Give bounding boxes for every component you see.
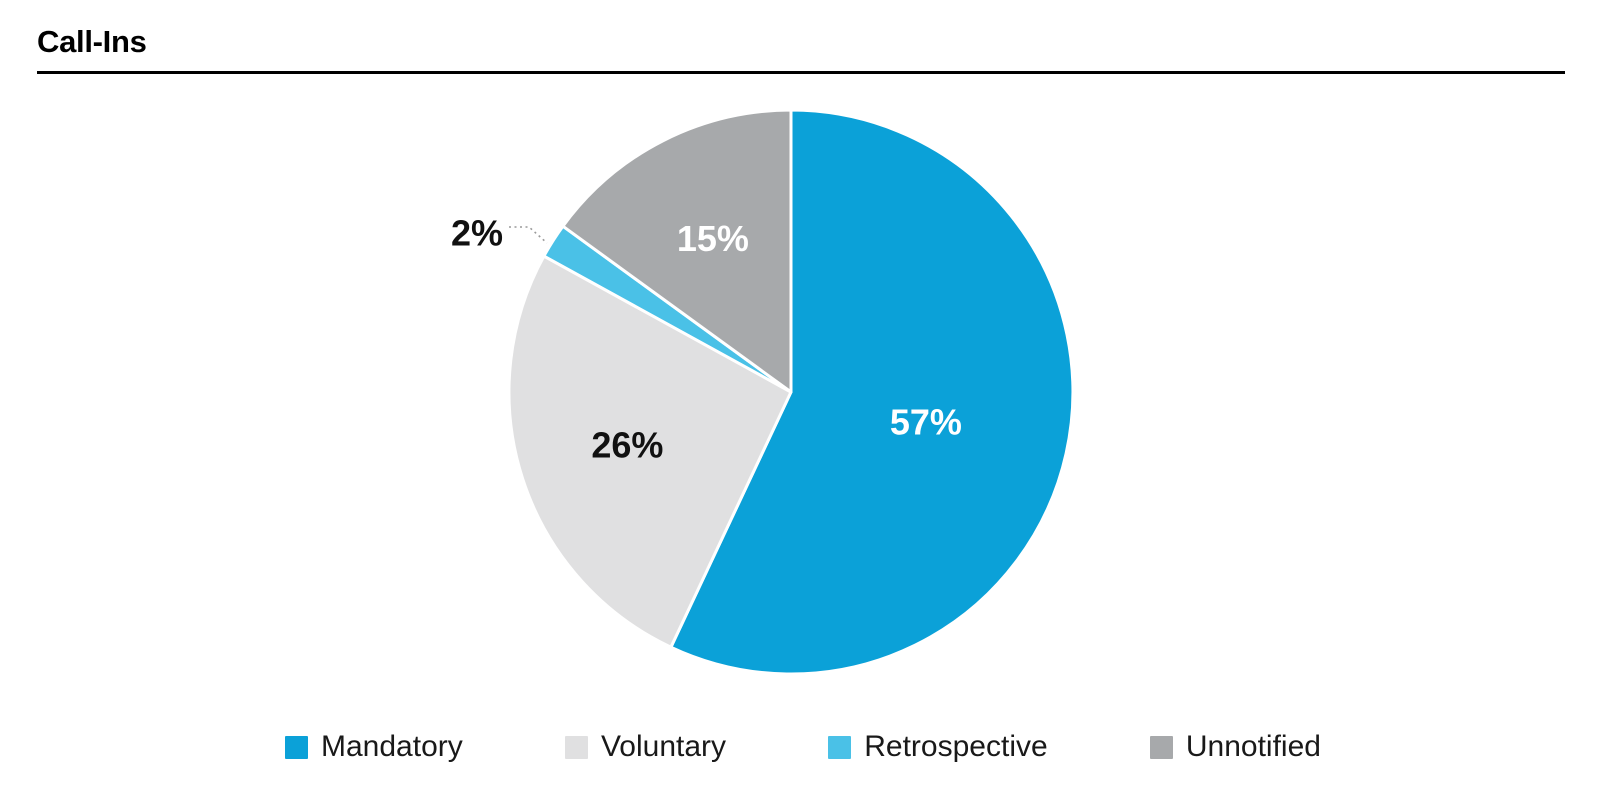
slice-label-mandatory: 57%	[890, 402, 962, 443]
legend-label-voluntary: Voluntary	[600, 730, 727, 763]
legend-swatch-voluntary	[564, 735, 588, 759]
legend-item-voluntary: Voluntary	[564, 730, 727, 763]
page-title: Call-Ins	[37, 24, 147, 59]
legend-item-retrospective: Retrospective	[828, 730, 1048, 763]
title-rule	[37, 71, 1565, 74]
slice-label-voluntary: 26%	[591, 425, 663, 466]
legend-swatch-mandatory	[285, 735, 308, 759]
pie-slice-mandatory	[669, 108, 1075, 676]
legend-label-mandatory: Mandatory	[321, 730, 463, 763]
legend-label-unnotified: Unnotified	[1185, 730, 1321, 763]
legend-swatch-unnotified	[1149, 735, 1173, 759]
slice-label-unnotified: 15%	[677, 218, 749, 259]
legend-item-mandatory: Mandatory	[285, 732, 463, 762]
chart-legend: Mandatory Voluntary Retrospective Unnoti…	[285, 730, 1321, 764]
leader-line-retrospective	[509, 226, 548, 244]
legend-label-retrospective: Retrospective	[864, 730, 1048, 763]
legend-item-unnotified: Unnotified	[1149, 730, 1321, 763]
legend-swatch-retrospective	[828, 735, 852, 759]
pie-slice-unnotified	[561, 108, 793, 394]
slice-label-retrospective: 2%	[451, 213, 503, 254]
